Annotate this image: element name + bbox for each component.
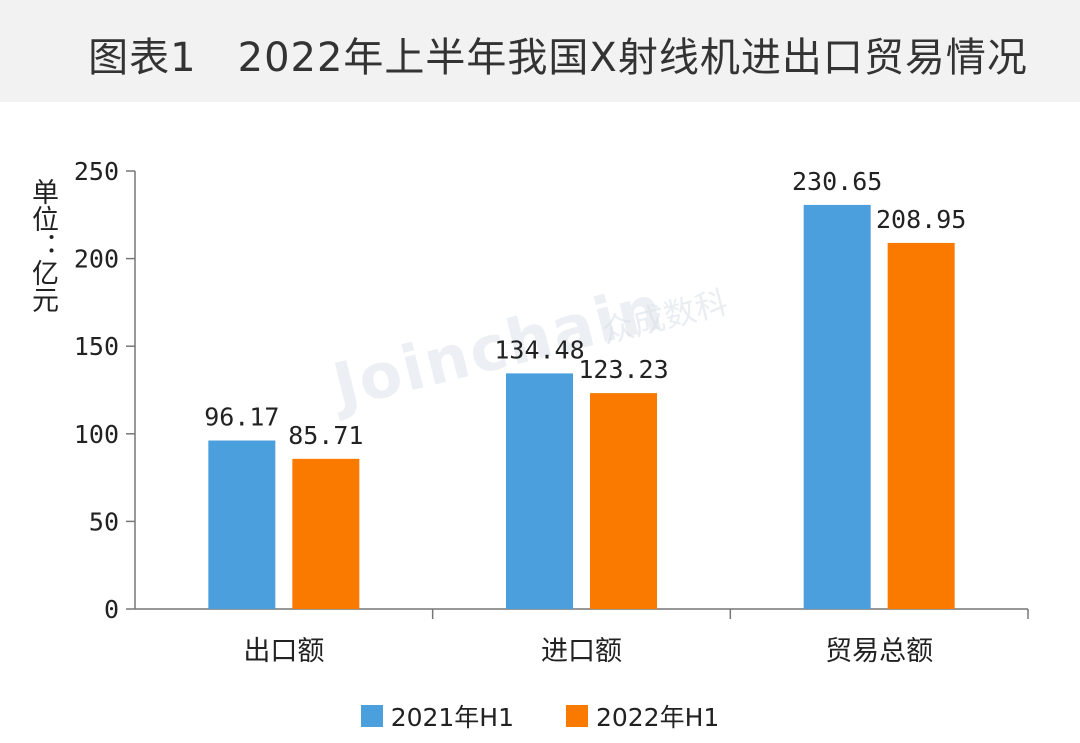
x-tick-label: 出口额: [243, 636, 324, 667]
bar-2022: [887, 242, 955, 609]
bar-2022: [590, 393, 657, 609]
x-tick-label: 贸易总额: [825, 636, 933, 667]
bar-chart: 0 50 100 150 200 250 出口额 96.17 85.71 进口额 134.48123…: [74, 157, 1029, 667]
y-axis-unit-label: 单位：亿元: [27, 178, 58, 313]
data-label: 208.95: [876, 205, 966, 234]
legend-label-2021: 2021年H1: [390, 703, 515, 732]
bar-2021: [506, 373, 573, 609]
y-tick-label: 100: [74, 420, 119, 449]
y-tick-label: 0: [104, 595, 119, 624]
y-tick-label: 200: [74, 245, 119, 274]
bar-2021: [803, 204, 871, 610]
legend-swatch-2021: [360, 705, 383, 727]
y-tick-label: 150: [74, 332, 119, 361]
y-tick-label: 250: [74, 157, 119, 186]
data-label: 85.71: [288, 421, 363, 450]
title-bar: [0, 0, 1080, 102]
chart-title: 图表1 2022年上半年我国X射线机进出口贸易情况: [88, 35, 1028, 81]
legend: 2021年H1 2022年H1: [0, 698, 1080, 734]
legend-swatch-2022: [565, 705, 588, 727]
bar-2022: [292, 458, 360, 609]
data-label: 134.48: [494, 335, 584, 364]
data-label: 96.17: [204, 403, 279, 432]
legend-item-2022: 2022年H1: [565, 698, 720, 734]
legend-item-2021: 2021年H1: [360, 698, 515, 734]
legend-label-2022: 2022年H1: [595, 703, 720, 732]
x-tick-label: 进口额: [541, 636, 622, 667]
bar-2021: [208, 440, 276, 609]
data-label: 123.23: [578, 355, 668, 384]
y-tick-label: 50: [89, 507, 119, 536]
data-label: 230.65: [792, 167, 882, 196]
